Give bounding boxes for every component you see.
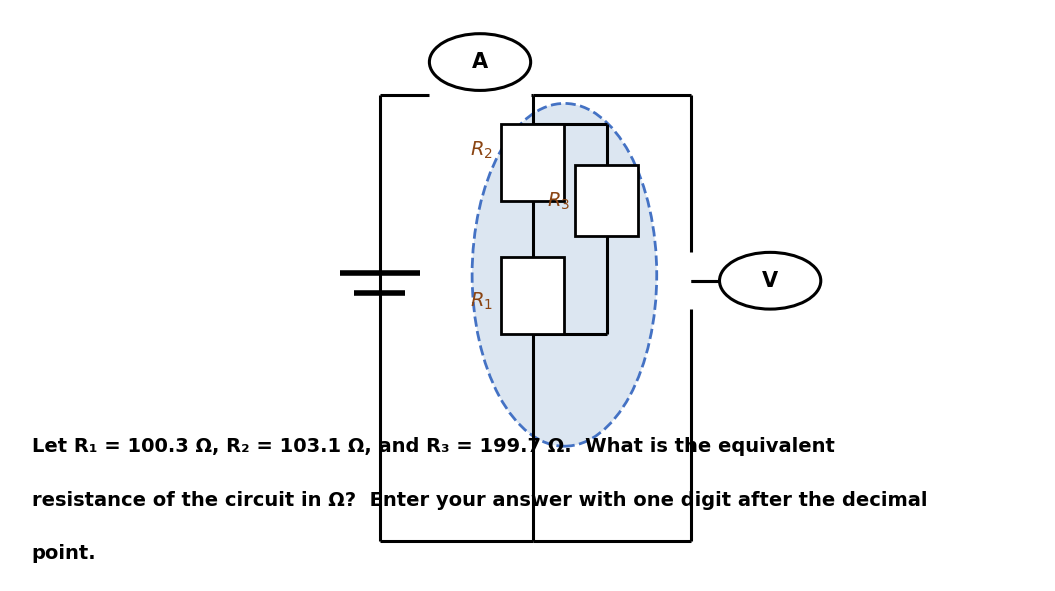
Text: $R_2$: $R_2$: [469, 140, 493, 161]
Bar: [501, 124, 564, 201]
Bar: [501, 257, 564, 334]
Text: resistance of the circuit in Ω?  Enter your answer with one digit after the deci: resistance of the circuit in Ω? Enter yo…: [32, 491, 927, 509]
Text: V: V: [762, 271, 779, 291]
Ellipse shape: [473, 103, 656, 446]
Text: $R_1$: $R_1$: [469, 291, 493, 312]
Circle shape: [720, 252, 821, 309]
Text: Let R₁ = 100.3 Ω, R₂ = 103.1 Ω, and R₃ = 199.7 Ω.  What is the equivalent: Let R₁ = 100.3 Ω, R₂ = 103.1 Ω, and R₃ =…: [32, 437, 835, 456]
Bar: [575, 165, 638, 236]
Circle shape: [429, 34, 531, 90]
Text: $R_3$: $R_3$: [546, 190, 570, 212]
Text: A: A: [472, 52, 488, 72]
Text: point.: point.: [32, 544, 96, 563]
